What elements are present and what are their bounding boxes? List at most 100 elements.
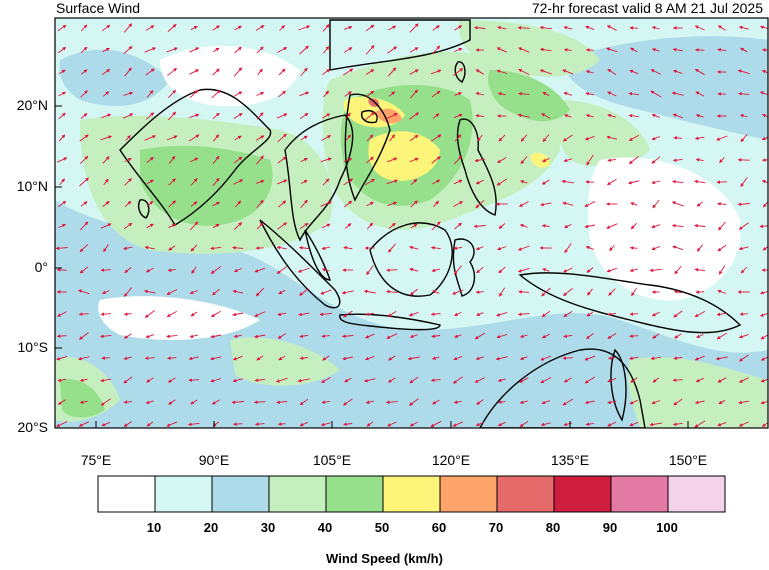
wind-arrow xyxy=(539,47,552,52)
colorbar-swatch xyxy=(97,475,156,513)
wind-arrow xyxy=(189,69,200,75)
wind-arrow xyxy=(452,421,464,427)
wind-arrow xyxy=(650,69,662,75)
wind-arrow xyxy=(651,26,660,30)
wind-arrow xyxy=(59,178,65,186)
wind-arrow xyxy=(718,221,726,231)
wind-arrow xyxy=(276,266,288,274)
wind-arrow xyxy=(562,356,574,360)
wind-arrow xyxy=(477,134,483,142)
wind-map xyxy=(54,17,769,429)
wind-arrow xyxy=(475,114,485,118)
wind-arrow xyxy=(542,134,550,142)
wind-arrow xyxy=(453,113,463,119)
wind-arrow xyxy=(651,311,660,317)
wind-arrow xyxy=(345,112,351,120)
wind-arrow xyxy=(145,267,154,273)
wind-arrow xyxy=(57,311,67,317)
wind-arrow xyxy=(256,222,264,230)
wind-arrow xyxy=(299,398,309,406)
wind-arrow xyxy=(432,399,440,405)
wind-zone-50-60 xyxy=(530,153,550,168)
calm-zone-0-10 xyxy=(588,157,741,301)
wind-arrow xyxy=(58,91,67,97)
wind-arrow xyxy=(563,267,573,273)
wind-arrow xyxy=(630,377,638,383)
wind-arrow xyxy=(672,378,683,382)
wind-arrow xyxy=(385,400,398,404)
wind-arrow xyxy=(234,25,242,31)
wind-arrow xyxy=(562,201,574,206)
wind-arrow xyxy=(144,245,155,250)
wind-arrow xyxy=(520,156,528,165)
wind-arrow xyxy=(694,223,706,228)
wind-arrow xyxy=(584,201,596,207)
wind-arrow xyxy=(517,26,530,30)
wind-arrow xyxy=(145,68,155,76)
wind-arrow xyxy=(123,287,133,297)
coastline-new-guinea xyxy=(518,272,742,334)
wind-arrow xyxy=(475,179,484,185)
wind-arrow xyxy=(432,113,440,119)
wind-arrow xyxy=(256,199,264,208)
wind-arrow xyxy=(343,422,353,426)
wind-arrow xyxy=(189,89,199,99)
wind-arrow xyxy=(496,311,508,317)
wind-arrow xyxy=(256,155,264,165)
wind-arrow xyxy=(100,312,111,316)
wind-arrow xyxy=(343,47,353,53)
wind-arrow xyxy=(123,333,132,339)
wind-arrow xyxy=(79,378,88,382)
coastline-india xyxy=(119,88,272,226)
wind-arrow xyxy=(454,92,463,96)
wind-arrow xyxy=(58,134,66,142)
wind-arrow xyxy=(520,180,528,184)
coastline-china-coast xyxy=(329,19,471,71)
wind-arrow xyxy=(387,377,396,383)
colorbar-title: Wind Speed (km/h) xyxy=(326,551,443,566)
wind-arrow xyxy=(210,310,221,318)
wind-arrow xyxy=(123,376,133,384)
wind-arrow xyxy=(168,89,177,99)
wind-arrow xyxy=(144,356,155,360)
wind-arrow xyxy=(166,311,177,317)
wind-arrow xyxy=(298,312,310,317)
coastline-philippines xyxy=(456,118,497,216)
wind-arrow xyxy=(673,290,682,294)
wind-arrow xyxy=(210,246,222,251)
wind-arrow xyxy=(630,47,638,53)
wind-arrow xyxy=(300,157,308,163)
wind-arrow xyxy=(320,422,331,427)
wind-arrow xyxy=(78,312,89,316)
wind-arrow xyxy=(475,246,484,251)
wind-arrow xyxy=(563,25,573,30)
wind-arrow xyxy=(761,136,768,141)
wind-arrow xyxy=(740,266,748,274)
wind-arrow xyxy=(277,156,287,164)
wind-arrow xyxy=(410,200,418,208)
wind-arrow xyxy=(738,421,749,427)
wind-arrow xyxy=(761,69,768,74)
wind-arrows xyxy=(55,23,768,428)
wind-arrow xyxy=(761,422,768,427)
wind-arrow xyxy=(563,158,573,163)
wind-arrow xyxy=(453,400,462,404)
wind-arrow xyxy=(695,91,705,97)
wind-arrow xyxy=(496,69,508,74)
wind-arrow xyxy=(630,202,638,206)
wind-arrow xyxy=(343,310,353,318)
wind-arrow xyxy=(123,400,132,404)
wind-arrow xyxy=(211,399,220,405)
wind-arrow xyxy=(300,67,308,77)
forecast-valid-time: 72-hr forecast valid 8 AM 21 Jul 2025 xyxy=(531,0,763,16)
coastline-hainan xyxy=(361,110,378,124)
wind-arrow xyxy=(453,155,463,165)
wind-arrow xyxy=(56,268,67,272)
wind-arrow xyxy=(673,422,683,427)
wind-arrow xyxy=(584,135,595,141)
wind-arrow xyxy=(278,289,286,295)
wind-arrow xyxy=(695,377,704,383)
wind-arrow xyxy=(254,311,266,317)
wind-arrow xyxy=(78,421,89,427)
wind-arrow xyxy=(696,333,704,339)
